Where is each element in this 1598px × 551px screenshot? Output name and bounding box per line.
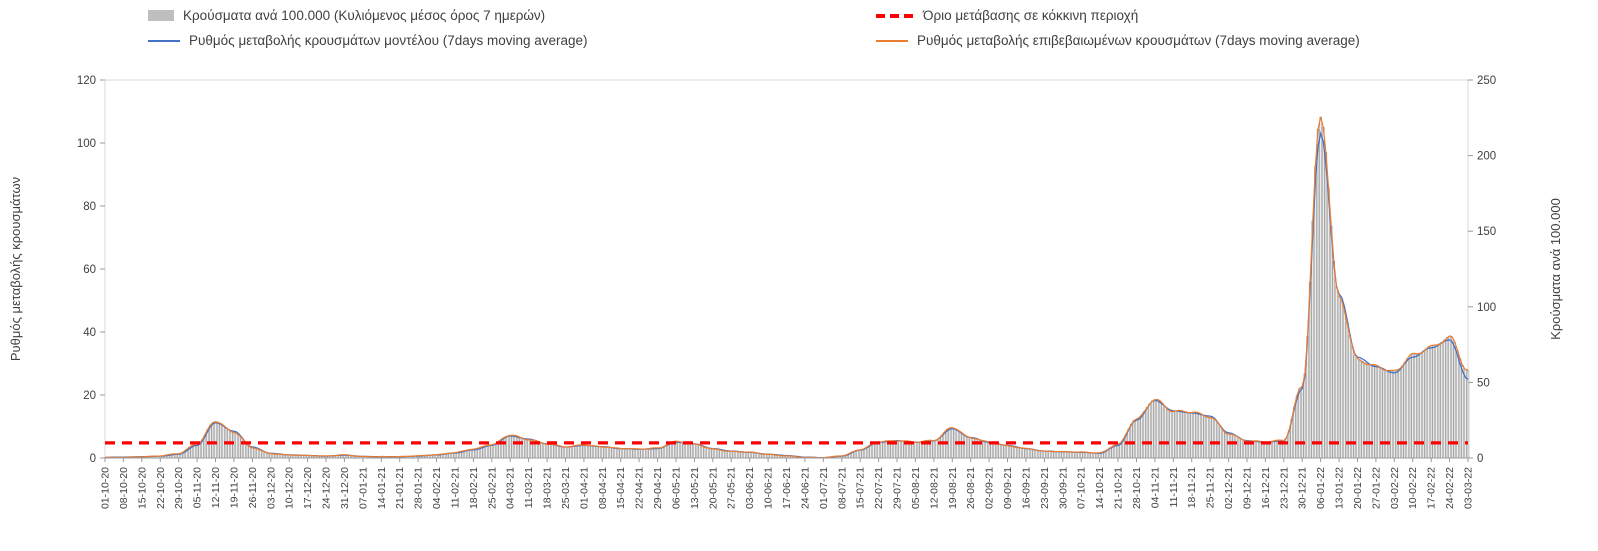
svg-text:08-07-21: 08-07-21 xyxy=(836,467,848,509)
svg-text:05-11-20: 05-11-20 xyxy=(192,467,204,508)
svg-text:100: 100 xyxy=(77,138,96,150)
svg-text:14-01-21: 14-01-21 xyxy=(376,467,388,509)
svg-text:28-01-21: 28-01-21 xyxy=(413,467,425,509)
svg-text:09-12-21: 09-12-21 xyxy=(1242,467,1254,509)
svg-text:10-12-20: 10-12-20 xyxy=(284,467,296,509)
svg-text:09-09-21: 09-09-21 xyxy=(1002,467,1014,509)
svg-text:17-02-22: 17-02-22 xyxy=(1426,467,1438,509)
svg-text:01-04-21: 01-04-21 xyxy=(578,467,590,509)
svg-text:08-10-20: 08-10-20 xyxy=(118,467,130,509)
svg-text:25-03-21: 25-03-21 xyxy=(560,467,572,509)
svg-text:07-10-21: 07-10-21 xyxy=(1076,467,1088,509)
svg-text:21-10-21: 21-10-21 xyxy=(1113,467,1125,509)
svg-text:200: 200 xyxy=(1477,151,1496,163)
svg-text:26-08-21: 26-08-21 xyxy=(965,467,977,509)
svg-text:12-08-21: 12-08-21 xyxy=(928,467,940,509)
svg-text:18-03-21: 18-03-21 xyxy=(542,467,554,509)
svg-text:24-06-21: 24-06-21 xyxy=(799,467,811,509)
svg-text:02-12-21: 02-12-21 xyxy=(1223,467,1235,509)
svg-text:08-04-21: 08-04-21 xyxy=(597,467,609,509)
svg-text:31-12-20: 31-12-20 xyxy=(339,467,351,509)
svg-text:40: 40 xyxy=(83,327,96,339)
svg-text:50: 50 xyxy=(1477,377,1490,389)
svg-text:01-10-20: 01-10-20 xyxy=(100,467,112,509)
svg-text:04-02-21: 04-02-21 xyxy=(431,467,443,509)
svg-text:11-03-21: 11-03-21 xyxy=(523,467,535,508)
svg-text:03-02-22: 03-02-22 xyxy=(1389,467,1401,509)
svg-text:02-09-21: 02-09-21 xyxy=(984,467,996,509)
svg-text:Ρυθμός μεταβολής κρουσμάτων: Ρυθμός μεταβολής κρουσμάτων xyxy=(8,177,23,361)
svg-text:11-11-21: 11-11-21 xyxy=(1168,467,1180,508)
svg-text:15-10-20: 15-10-20 xyxy=(136,467,148,509)
svg-text:17-06-21: 17-06-21 xyxy=(781,467,793,509)
svg-text:03-12-20: 03-12-20 xyxy=(265,467,277,509)
svg-text:03-03-22: 03-03-22 xyxy=(1463,467,1475,509)
svg-text:15-04-21: 15-04-21 xyxy=(615,467,627,509)
svg-text:27-01-22: 27-01-22 xyxy=(1370,467,1382,509)
svg-text:80: 80 xyxy=(83,201,96,213)
svg-text:18-02-21: 18-02-21 xyxy=(468,467,480,509)
svg-text:150: 150 xyxy=(1477,226,1496,238)
svg-text:13-05-21: 13-05-21 xyxy=(689,467,701,509)
svg-text:26-11-20: 26-11-20 xyxy=(247,467,259,508)
svg-text:25-02-21: 25-02-21 xyxy=(486,467,498,509)
svg-text:12-11-20: 12-11-20 xyxy=(210,467,222,508)
svg-text:29-04-21: 29-04-21 xyxy=(652,467,664,509)
svg-text:24-12-20: 24-12-20 xyxy=(321,467,333,509)
svg-text:Κρούσματα ανά 100.000: Κρούσματα ανά 100.000 xyxy=(1548,198,1563,340)
svg-text:15-07-21: 15-07-21 xyxy=(855,467,867,509)
svg-text:18-11-21: 18-11-21 xyxy=(1186,467,1198,508)
svg-text:13-01-22: 13-01-22 xyxy=(1334,467,1346,509)
svg-text:27-05-21: 27-05-21 xyxy=(726,467,738,509)
svg-text:07-01-21: 07-01-21 xyxy=(357,467,369,509)
svg-text:60: 60 xyxy=(83,264,96,276)
svg-text:20-05-21: 20-05-21 xyxy=(707,467,719,509)
svg-text:16-12-21: 16-12-21 xyxy=(1260,467,1272,509)
svg-text:30-12-21: 30-12-21 xyxy=(1297,467,1309,509)
svg-text:05-08-21: 05-08-21 xyxy=(910,467,922,509)
svg-text:14-10-21: 14-10-21 xyxy=(1094,467,1106,509)
svg-text:03-06-21: 03-06-21 xyxy=(744,467,756,509)
svg-text:30-09-21: 30-09-21 xyxy=(1057,467,1069,509)
svg-text:06-05-21: 06-05-21 xyxy=(671,467,683,509)
svg-text:23-09-21: 23-09-21 xyxy=(1039,467,1051,509)
svg-text:19-08-21: 19-08-21 xyxy=(947,467,959,509)
svg-text:0: 0 xyxy=(1477,453,1483,465)
svg-text:16-09-21: 16-09-21 xyxy=(1020,467,1032,509)
svg-text:24-02-22: 24-02-22 xyxy=(1444,467,1456,509)
svg-text:23-12-21: 23-12-21 xyxy=(1278,467,1290,509)
svg-text:17-12-20: 17-12-20 xyxy=(302,467,314,509)
svg-text:28-10-21: 28-10-21 xyxy=(1131,467,1143,509)
svg-text:29-10-20: 29-10-20 xyxy=(173,467,185,509)
svg-text:25-11-21: 25-11-21 xyxy=(1205,467,1217,508)
svg-text:06-01-22: 06-01-22 xyxy=(1315,467,1327,509)
svg-text:04-03-21: 04-03-21 xyxy=(505,467,517,509)
svg-text:250: 250 xyxy=(1477,75,1496,87)
svg-text:19-11-20: 19-11-20 xyxy=(228,467,240,508)
svg-text:01-07-21: 01-07-21 xyxy=(818,467,830,509)
svg-text:29-07-21: 29-07-21 xyxy=(892,467,904,509)
svg-text:20: 20 xyxy=(83,390,96,402)
svg-text:21-01-21: 21-01-21 xyxy=(394,467,406,509)
svg-text:120: 120 xyxy=(77,75,96,87)
svg-text:04-11-21: 04-11-21 xyxy=(1149,467,1161,508)
svg-text:22-07-21: 22-07-21 xyxy=(873,467,885,509)
svg-text:20-01-22: 20-01-22 xyxy=(1352,467,1364,509)
svg-text:22-04-21: 22-04-21 xyxy=(634,467,646,509)
svg-text:11-02-21: 11-02-21 xyxy=(450,467,462,508)
svg-text:100: 100 xyxy=(1477,302,1496,314)
svg-text:22-10-20: 22-10-20 xyxy=(155,467,167,509)
svg-text:10-02-22: 10-02-22 xyxy=(1407,467,1419,509)
svg-text:0: 0 xyxy=(90,453,96,465)
svg-text:10-06-21: 10-06-21 xyxy=(763,467,775,509)
